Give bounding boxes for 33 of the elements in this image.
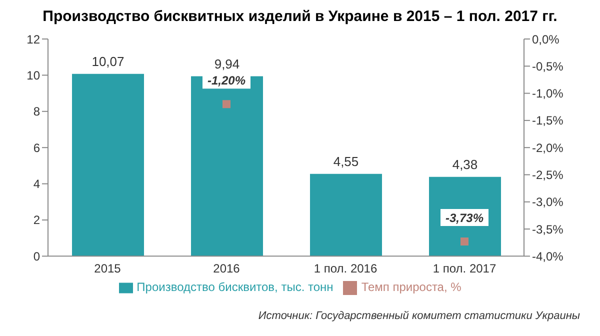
chart-title: Производство бисквитных изделий в Украине в 2015 – 1 пол. 2017 гг.	[42, 8, 558, 25]
y2-tick-label: -4,0%	[532, 249, 564, 264]
y-tick-label: 4	[33, 177, 40, 192]
y2-tick-label: -3,5%	[532, 222, 564, 236]
bar	[191, 76, 263, 256]
y2-tick-label: -2,0%	[532, 140, 564, 155]
y-tick-label: 2	[33, 213, 40, 228]
y2-tick-label: -1,0%	[532, 86, 564, 101]
y2-tick-label: -0,5%	[532, 59, 564, 74]
y-tick-label: 12	[26, 32, 40, 46]
x-tick-label: 2015	[94, 262, 122, 276]
y-tick-label: 6	[33, 140, 40, 155]
data-label: 10,07	[92, 54, 124, 69]
y2-tick-label: -1,5%	[532, 114, 564, 128]
y-tick-label: 10	[26, 68, 40, 82]
y2-tick-label: 0,0%	[532, 32, 560, 46]
bar	[310, 174, 382, 256]
data-label: -3,73%	[445, 211, 484, 225]
y2-tick-label: -2,5%	[532, 168, 564, 182]
bar	[72, 74, 144, 256]
x-tick-label: 1 пол. 2016	[314, 262, 378, 276]
x-tick-label: 2016	[213, 262, 240, 276]
data-label: 9,94	[214, 56, 240, 72]
text: Источник: Государственный комитет статистики Украины	[258, 310, 580, 322]
data-label: 4,55	[333, 154, 359, 169]
y-tick-label: 0	[33, 249, 40, 264]
y2-tick-label: -3,0%	[532, 195, 564, 210]
x-tick-label: 1 пол. 2017	[432, 262, 496, 276]
y-tick-label: 8	[33, 104, 40, 119]
legend-label: Темп прироста, %	[361, 280, 462, 294]
data-label: 4,38	[452, 156, 478, 172]
data-label: -1,20%	[207, 74, 246, 88]
legend-label: Производство бисквитов, тыс. тонн	[136, 280, 334, 294]
